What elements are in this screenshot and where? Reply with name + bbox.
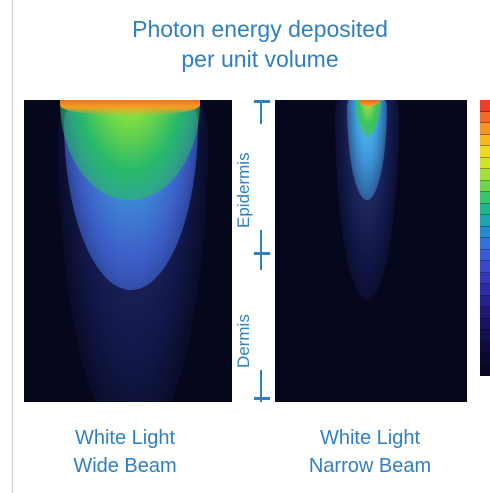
label-backdrop-epidermis (250, 124, 272, 230)
layer-label-epidermis: Epidermis (234, 152, 253, 228)
color-scale-segment (480, 134, 490, 146)
color-scale-segment (480, 157, 490, 169)
caption-wide-line-2: Wide Beam (73, 455, 177, 477)
caption-narrow-beam: White Light Narrow Beam (284, 424, 456, 480)
title-line-2: per unit volume (181, 46, 339, 72)
color-scale-segment (480, 353, 490, 365)
narrow-plume-peak (359, 100, 379, 106)
color-scale-segment (480, 272, 490, 284)
figure-title: Photon energy deposited per unit volume (60, 14, 460, 74)
scale-tick-middle (254, 252, 270, 255)
scale-tick-bottom (254, 397, 270, 400)
color-scale-segment (480, 226, 490, 238)
color-scale-segment (480, 238, 490, 250)
layer-label-dermis: Dermis (234, 314, 253, 368)
narrow-beam-panel (275, 100, 467, 402)
energy-color-scale (480, 100, 490, 376)
skin-layer-scale: Epidermis Dermis (232, 100, 275, 402)
color-scale-segment (480, 192, 490, 204)
color-scale-segment (480, 169, 490, 181)
color-scale-segment (480, 284, 490, 296)
color-scale-segment (480, 215, 490, 227)
color-scale-segment (480, 111, 490, 123)
label-backdrop-dermis (250, 270, 272, 370)
caption-wide-line-1: White Light (74, 427, 176, 449)
color-scale-segment (480, 123, 490, 135)
caption-narrow-line-1: White Light (319, 427, 421, 449)
caption-wide-beam: White Light Wide Beam (40, 424, 210, 480)
color-scale-segment (480, 318, 490, 330)
color-scale-segment (480, 341, 490, 353)
color-scale-segment (480, 249, 490, 261)
title-line-1: Photon energy deposited (132, 16, 388, 42)
color-scale-segment (480, 180, 490, 192)
caption-narrow-line-2: Narrow Beam (308, 455, 432, 477)
color-scale-segment (480, 295, 490, 307)
color-scale-segment (480, 330, 490, 342)
wide-beam-panel (24, 100, 232, 402)
scale-tick-top (254, 100, 270, 103)
color-scale-segment (480, 307, 490, 319)
scale-line (260, 100, 262, 402)
color-scale-segment (480, 364, 490, 376)
color-scale-segment (480, 203, 490, 215)
color-scale-segment (480, 100, 490, 112)
left-divider (12, 0, 13, 493)
color-scale-segment (480, 146, 490, 158)
color-scale-segment (480, 261, 490, 273)
wide-plume-peak (60, 100, 200, 116)
